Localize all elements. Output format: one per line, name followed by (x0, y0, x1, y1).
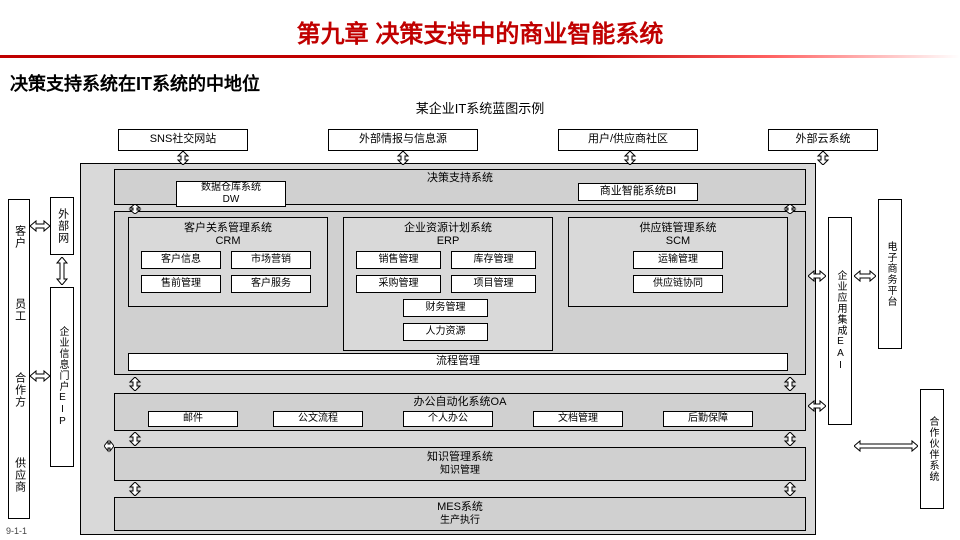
scm-m2: 供应链协同 (633, 275, 723, 293)
subtitle: 决策支持系统在IT系统的中地位 (10, 70, 960, 96)
arrow-icon (55, 257, 69, 285)
arrow-icon (808, 269, 826, 283)
scm-m1: 运输管理 (633, 251, 723, 269)
extranet-label: 外部网 (55, 208, 68, 244)
erp-m3: 采购管理 (356, 275, 441, 293)
arrow-icon (128, 432, 142, 446)
oa-m1: 邮件 (148, 411, 238, 427)
arrow-icon (176, 151, 190, 165)
top-sns: SNS社交网站 (118, 129, 248, 151)
arrow-icon (104, 439, 114, 453)
crm-m1: 客户信息 (141, 251, 221, 269)
partner-box: 合作伙伴系统 (920, 389, 944, 509)
crm-m2: 市场营销 (231, 251, 311, 269)
km-box: 知识管理系统 知识管理 (114, 447, 806, 481)
dss-dw: 数据仓库系统 DW (176, 181, 286, 207)
red-underline (0, 55, 960, 58)
diagram-title: 某企业IT系统蓝图示例 (0, 98, 960, 117)
crm-m3: 售前管理 (141, 275, 221, 293)
actor-partner: 合作方 (12, 372, 25, 408)
actor-customer: 客户 (12, 225, 25, 249)
process-box: 流程管理 (128, 353, 788, 371)
mes-box: MES系统 生产执行 (114, 497, 806, 531)
mes-title: MES系统 (437, 501, 483, 514)
extranet-box: 外部网 (50, 197, 74, 255)
mes-sub: 生产执行 (440, 515, 480, 527)
arrow-icon (396, 151, 410, 165)
erp-m1: 销售管理 (356, 251, 441, 269)
eai-box: 企业应用集成EAI (828, 217, 852, 425)
erp-m6: 人力资源 (403, 323, 488, 341)
ec-box: 电子商务平台 (878, 199, 902, 349)
arrow-icon (623, 151, 637, 165)
architecture-diagram: 客户 员工 合作方 供应商 外部网 企业信息门户EIP 内部信息平台 SNS社交… (8, 119, 952, 539)
top-info: 外部情报与信息源 (328, 129, 478, 151)
oa-title: 办公自动化系统OA (414, 396, 507, 409)
arrow-icon (783, 204, 797, 214)
dss-bi: 商业智能系统BI (578, 183, 698, 201)
erp-m5: 财务管理 (403, 299, 488, 317)
eip-label: 企业信息门户EIP (56, 326, 68, 428)
top-community: 用户/供应商社区 (558, 129, 698, 151)
ec-label: 电子商务平台 (884, 241, 896, 307)
km-sub: 知识管理 (440, 465, 480, 477)
arrow-icon (854, 439, 918, 453)
arrow-icon (854, 269, 876, 283)
slide-number: 9-1-1 (6, 526, 27, 536)
header: 第九章 决策支持中的商业智能系统 (0, 0, 960, 60)
oa-m2: 公文流程 (273, 411, 363, 427)
arrow-icon (816, 151, 830, 165)
arrow-icon (128, 377, 142, 391)
oa-m5: 后勤保障 (663, 411, 753, 427)
page-title: 第九章 决策支持中的商业智能系统 (0, 0, 960, 49)
crm-m4: 客户服务 (231, 275, 311, 293)
actor-supplier: 供应商 (12, 457, 25, 493)
scm-title: 供应链管理系统 SCM (569, 222, 787, 248)
oa-m3: 个人办公 (403, 411, 493, 427)
erp-m4: 项目管理 (451, 275, 536, 293)
arrow-icon (783, 432, 797, 446)
arrow-icon (783, 377, 797, 391)
actors-column: 客户 员工 合作方 供应商 (8, 199, 30, 519)
arrow-icon (128, 482, 142, 496)
oa-m4: 文档管理 (533, 411, 623, 427)
eai-label: 企业应用集成EAI (834, 270, 846, 372)
arrow-icon (808, 399, 826, 413)
arrow-icon (30, 219, 50, 233)
crm-title: 客户关系管理系统 CRM (129, 222, 327, 248)
km-title: 知识管理系统 (427, 451, 493, 464)
arrow-icon (128, 204, 142, 214)
arrow-icon (783, 482, 797, 496)
arrow-icon (30, 369, 50, 383)
partner-label: 合作伙伴系统 (926, 416, 938, 482)
erp-m2: 库存管理 (451, 251, 536, 269)
actor-employee: 员工 (12, 298, 25, 322)
top-cloud: 外部云系统 (768, 129, 878, 151)
erp-title: 企业资源计划系统 ERP (344, 222, 552, 248)
eip-box: 企业信息门户EIP (50, 287, 74, 467)
